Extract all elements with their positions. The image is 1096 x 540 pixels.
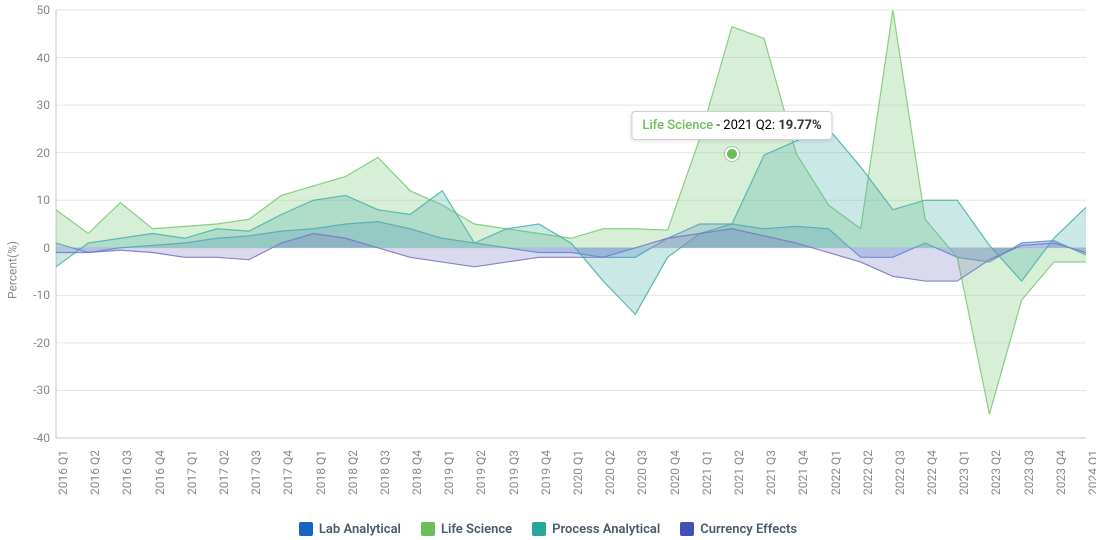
x-tick: 2023 Q1	[957, 450, 971, 495]
x-tick: 2022 Q1	[829, 450, 843, 495]
x-tick: 2018 Q2	[346, 450, 360, 495]
x-tick: 2019 Q1	[442, 450, 456, 495]
x-tick: 2023 Q3	[1022, 450, 1036, 495]
legend-swatch-icon	[299, 522, 313, 536]
x-tick: 2022 Q3	[893, 450, 907, 495]
tooltip-category: 2021 Q2	[723, 118, 772, 133]
x-tick: 2019 Q3	[507, 450, 521, 495]
tooltip-series: Life Science	[642, 118, 713, 133]
legend-swatch-icon	[421, 522, 435, 536]
x-tick: 2018 Q3	[378, 450, 392, 495]
x-tick: 2019 Q4	[539, 450, 553, 495]
x-tick: 2020 Q2	[603, 450, 617, 495]
legend-label: Life Science	[441, 522, 512, 537]
x-tick: 2021 Q3	[764, 450, 778, 495]
chart-tooltip: Life Science - 2021 Q2: 19.77%	[631, 111, 832, 140]
x-tick: 2016 Q2	[88, 450, 102, 495]
x-tick: 2018 Q1	[314, 450, 328, 495]
x-tick: 2021 Q2	[732, 450, 746, 495]
legend-label: Process Analytical	[552, 522, 660, 537]
tooltip-data-point-icon	[725, 147, 739, 161]
x-tick: 2017 Q4	[281, 450, 295, 495]
legend-item[interactable]: Lab Analytical	[299, 522, 401, 537]
chart-legend: Lab Analytical Life Science Process Analyt…	[0, 521, 1096, 540]
tooltip-value: 19.77%	[778, 118, 821, 133]
x-tick: 2017 Q3	[249, 450, 263, 495]
x-tick: 2020 Q1	[571, 450, 585, 495]
legend-item[interactable]: Life Science	[421, 522, 512, 537]
series-area	[56, 129, 1086, 314]
x-tick: 2024 Q1	[1086, 450, 1096, 495]
x-tick: 2017 Q1	[185, 450, 199, 495]
x-tick: 2020 Q3	[635, 450, 649, 495]
x-tick: 2023 Q2	[989, 450, 1003, 495]
legend-item[interactable]: Currency Effects	[680, 522, 797, 537]
x-tick: 2020 Q4	[668, 450, 682, 495]
x-tick: 2021 Q4	[796, 450, 810, 495]
x-tick: 2018 Q4	[410, 450, 424, 495]
legend-item[interactable]: Process Analytical	[532, 522, 660, 537]
legend-swatch-icon	[532, 522, 546, 536]
x-tick: 2019 Q2	[474, 450, 488, 495]
legend-label: Lab Analytical	[319, 522, 401, 537]
x-tick: 2016 Q4	[153, 450, 167, 495]
x-tick: 2022 Q4	[925, 450, 939, 495]
area-chart: Percent(%) -40-30-20-1001020304050 2016 …	[0, 0, 1096, 540]
x-tick: 2016 Q3	[120, 450, 134, 495]
tooltip-sep: -	[713, 118, 723, 133]
legend-swatch-icon	[680, 522, 694, 536]
x-tick: 2016 Q1	[56, 450, 70, 495]
x-tick: 2022 Q2	[861, 450, 875, 495]
x-tick: 2021 Q1	[700, 450, 714, 495]
x-tick: 2017 Q2	[217, 450, 231, 495]
x-tick: 2023 Q4	[1054, 450, 1068, 495]
legend-label: Currency Effects	[700, 522, 797, 537]
